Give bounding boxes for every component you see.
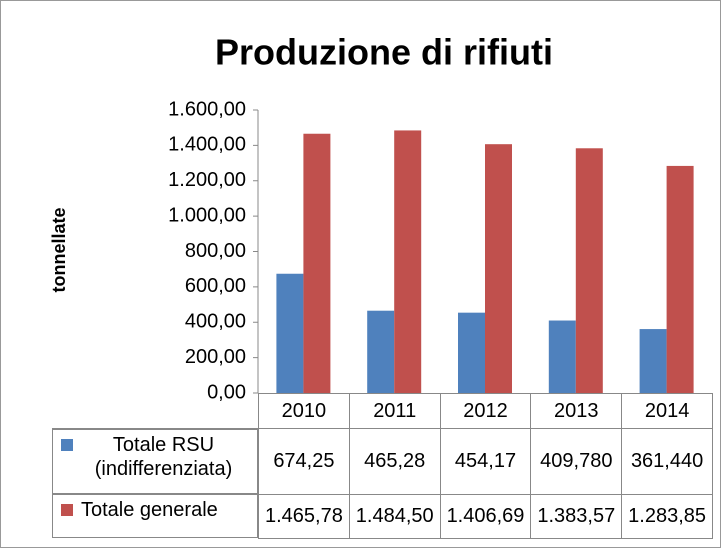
bar bbox=[639, 329, 667, 393]
y-tick-label: 800,00 bbox=[185, 240, 246, 262]
chart-title: Produzione di rifiuti bbox=[215, 32, 553, 73]
legend-key bbox=[61, 504, 73, 516]
legend-label: Totale RSU (indifferenziata) bbox=[94, 434, 233, 480]
bar bbox=[276, 273, 304, 393]
y-axis-label: tonnellate bbox=[49, 207, 69, 292]
category-label: 2011 bbox=[348, 393, 441, 429]
y-tick-label: 200,00 bbox=[185, 346, 246, 368]
data-label: 1.283,85 bbox=[621, 493, 713, 539]
y-tick-label: 1.400,00 bbox=[168, 134, 246, 156]
legend-key bbox=[61, 439, 73, 451]
data-label: 1.383,57 bbox=[530, 493, 623, 539]
table-row: Totale generale 1.465,78 1.484,50 1.406,69 1… bbox=[52, 493, 713, 539]
data-label: 1.484,50 bbox=[348, 493, 441, 539]
bar bbox=[394, 130, 422, 393]
data-label: 674,25 bbox=[258, 428, 350, 495]
y-tick-label: 400,00 bbox=[185, 311, 246, 333]
y-tick-label: 1.200,00 bbox=[168, 169, 246, 191]
data-label: 1.465,78 bbox=[258, 493, 350, 539]
data-label: 465,28 bbox=[348, 428, 441, 495]
bar bbox=[666, 165, 694, 393]
bar bbox=[303, 133, 331, 393]
category-label: 2012 bbox=[439, 393, 532, 429]
bar bbox=[458, 312, 485, 393]
data-label: 454,17 bbox=[439, 428, 532, 495]
category-label: 2013 bbox=[530, 393, 623, 429]
table-row: 2010 2011 2012 2013 2014 bbox=[52, 393, 713, 429]
legend-entry: Totale RSU (indifferenziata) bbox=[52, 429, 258, 494]
y-tick-label: 1.000,00 bbox=[168, 204, 246, 226]
bar bbox=[485, 144, 512, 393]
data-table: 2010 2011 2012 2013 2014 Totale RSU (indiffer… bbox=[52, 393, 713, 539]
y-tick-label: 600,00 bbox=[185, 275, 246, 297]
category-label: 2010 bbox=[258, 393, 350, 429]
legend-label: Totale generale bbox=[81, 499, 218, 521]
data-label: 361,440 bbox=[621, 428, 713, 495]
table-row: Totale RSU (indifferenziata) 674,25 465,28… bbox=[52, 428, 713, 495]
category-label: 2014 bbox=[621, 393, 713, 429]
bar bbox=[575, 148, 603, 393]
data-label: 1.406,69 bbox=[439, 493, 532, 539]
data-label: 409,780 bbox=[530, 428, 623, 495]
bar bbox=[367, 310, 395, 393]
legend-entry: Totale generale bbox=[52, 494, 258, 538]
bar bbox=[548, 320, 576, 393]
y-tick-label: 1.600,00 bbox=[168, 98, 246, 120]
table-corner bbox=[52, 393, 259, 429]
